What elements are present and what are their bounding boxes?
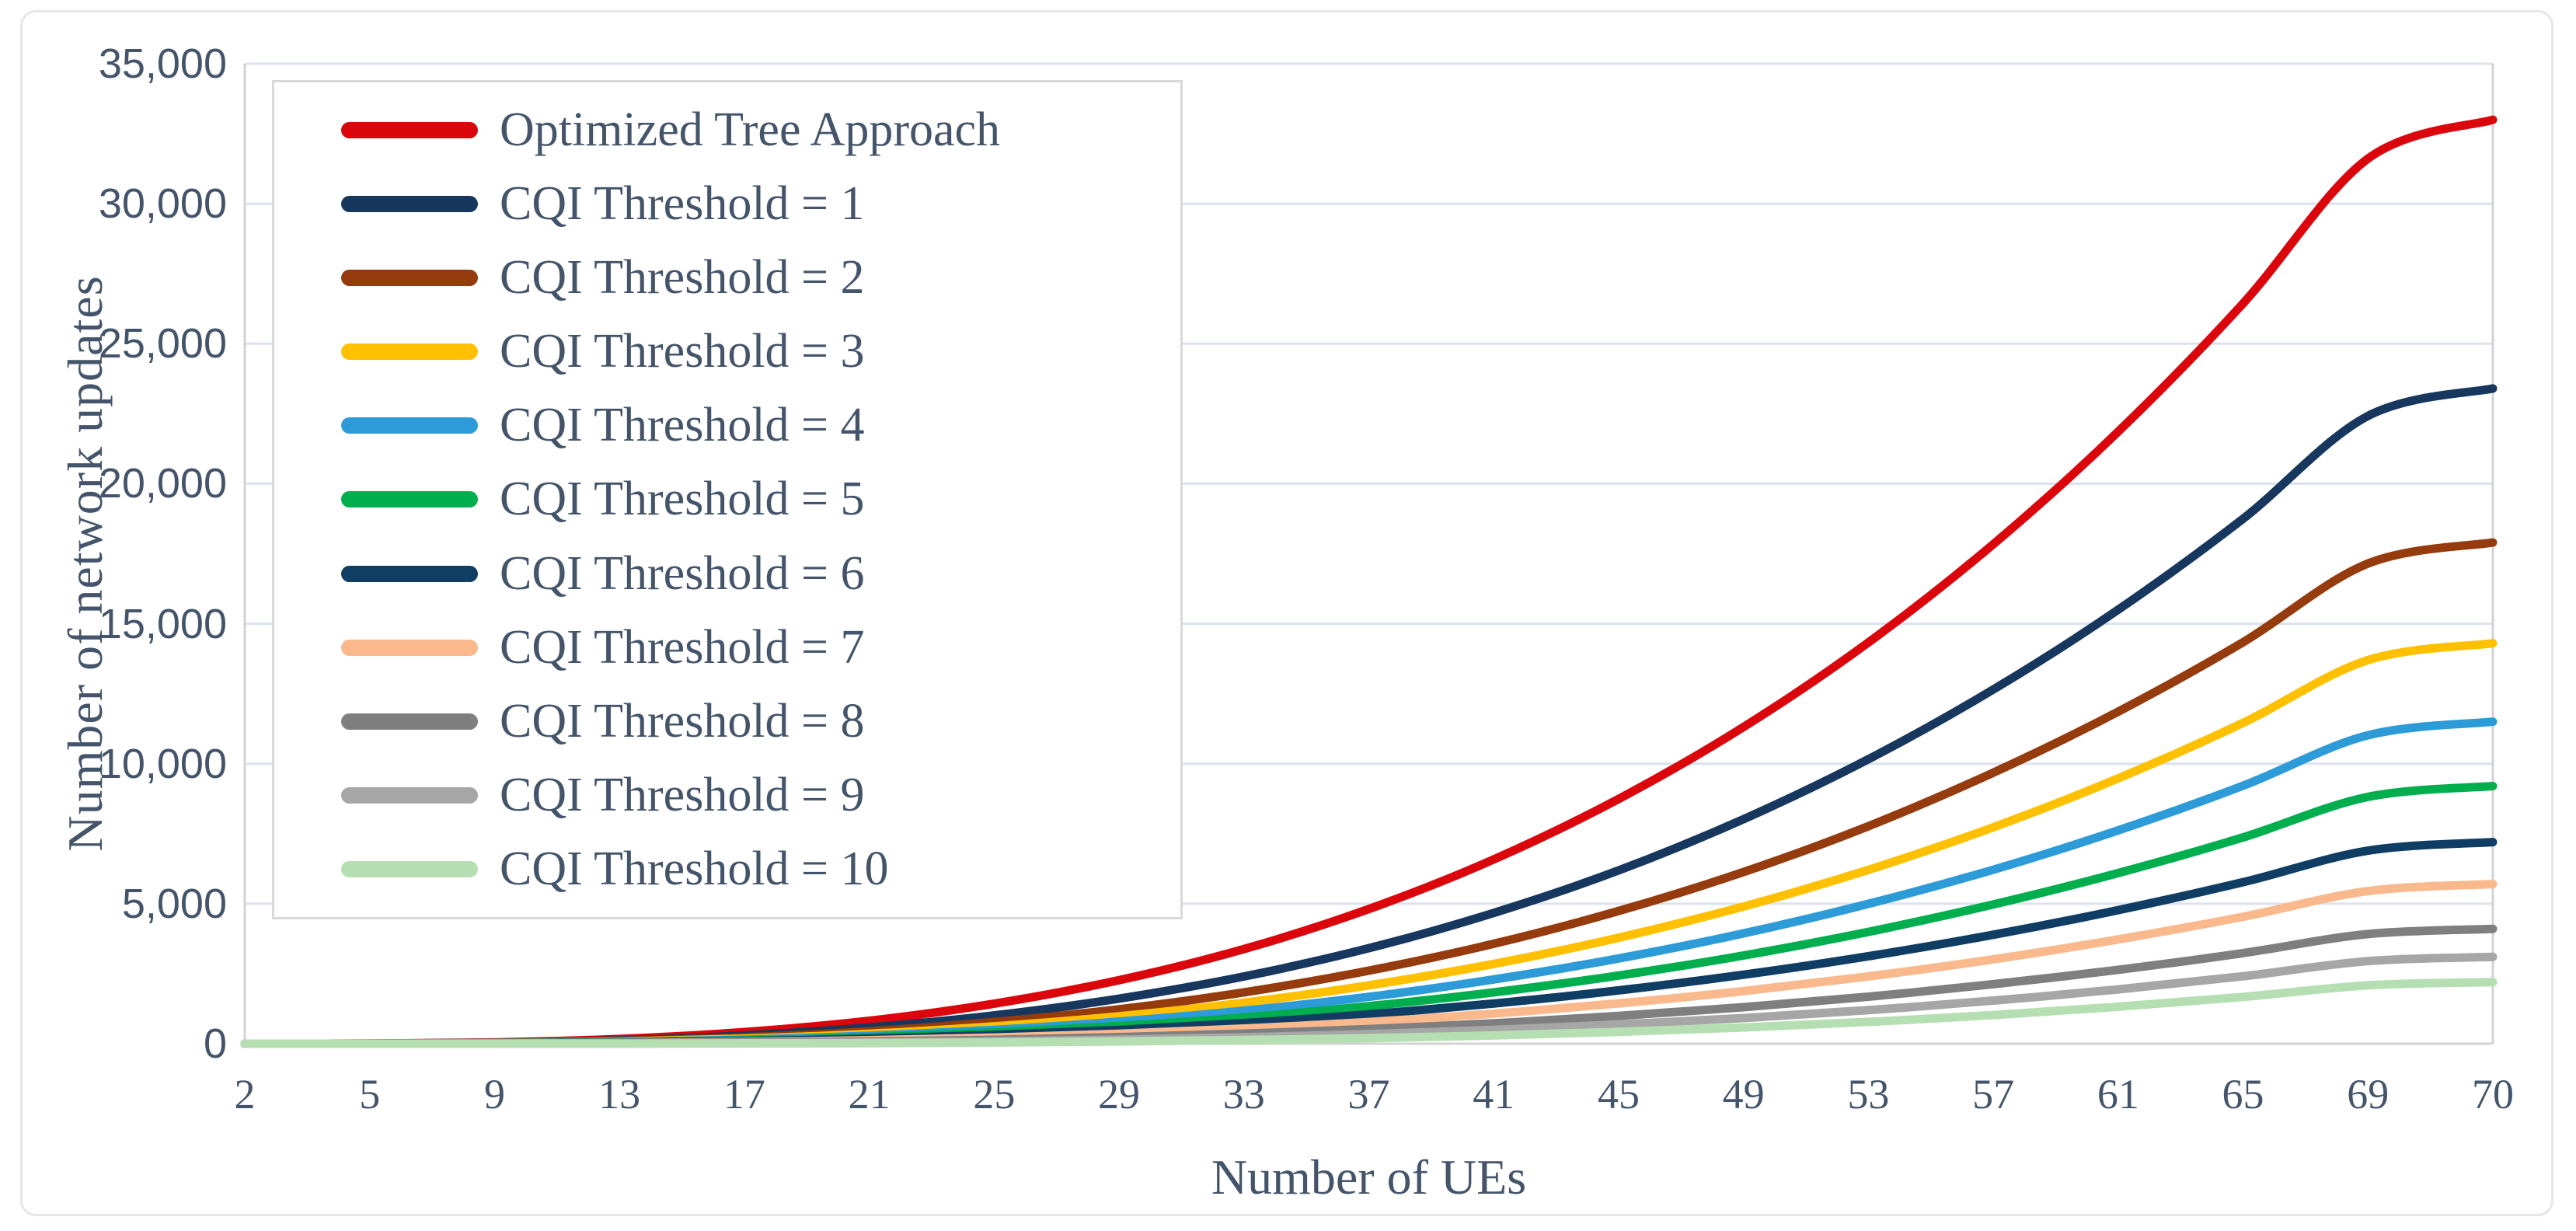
y-tick-label: 15,000 — [98, 600, 227, 647]
x-tick-label: 9 — [483, 1071, 505, 1118]
legend: Optimized Tree Approach CQI Threshold = … — [272, 80, 1183, 919]
y-tick-label: 35,000 — [98, 40, 227, 87]
x-tick-label: 25 — [973, 1071, 1016, 1118]
legend-line-swatch — [341, 713, 478, 730]
legend-item: CQI Threshold = 10 — [341, 842, 1180, 897]
legend-item: CQI Threshold = 6 — [341, 546, 1180, 602]
x-tick-label: 33 — [1222, 1071, 1265, 1118]
x-tick-label: 45 — [1597, 1071, 1640, 1118]
figure-border — [20, 10, 2553, 1216]
x-tick-label: 13 — [598, 1071, 641, 1118]
x-tick-label: 5 — [359, 1071, 381, 1118]
x-tick-label: 53 — [1847, 1071, 1890, 1118]
x-axis-title: Number of UEs — [1211, 1149, 1527, 1205]
x-tick-label: 70 — [2472, 1071, 2514, 1118]
x-tick-label: 57 — [1972, 1071, 2015, 1118]
y-tick-label: 30,000 — [98, 180, 227, 228]
legend-item: CQI Threshold = 2 — [341, 250, 1180, 305]
x-tick-label: 21 — [848, 1071, 891, 1118]
legend-item: CQI Threshold = 3 — [341, 324, 1180, 379]
x-tick-label: 29 — [1098, 1071, 1141, 1118]
y-tick-label: 5,000 — [121, 880, 227, 927]
y-axis-title: Number of network updates — [58, 275, 113, 852]
legend-line-swatch — [341, 565, 478, 582]
x-tick-label: 69 — [2347, 1071, 2390, 1118]
x-tick-label: 41 — [1473, 1071, 1515, 1118]
legend-item: CQI Threshold = 1 — [341, 176, 1180, 232]
legend-item: Optimized Tree Approach — [341, 103, 1180, 158]
x-tick-label: 37 — [1347, 1071, 1390, 1118]
y-tick-label: 0 — [203, 1020, 227, 1067]
x-tick-label: 2 — [234, 1071, 256, 1118]
legend-line-swatch — [341, 860, 478, 877]
legend-item-label: CQI Threshold = 4 — [500, 399, 865, 452]
legend-item-label: Optimized Tree Approach — [500, 103, 1001, 157]
legend-item: CQI Threshold = 8 — [341, 694, 1180, 749]
legend-item-label: CQI Threshold = 10 — [500, 842, 889, 895]
y-tick-label: 10,000 — [98, 740, 227, 787]
legend-item-label: CQI Threshold = 8 — [500, 694, 865, 748]
legend-item: CQI Threshold = 4 — [341, 398, 1180, 453]
legend-item: CQI Threshold = 9 — [341, 768, 1180, 823]
x-tick-label: 65 — [2222, 1071, 2264, 1118]
x-tick-label: 17 — [723, 1071, 765, 1118]
legend-line-swatch — [341, 491, 478, 508]
legend-line-swatch — [341, 122, 478, 139]
legend-line-swatch — [341, 639, 478, 656]
x-tick-label: 61 — [2097, 1071, 2139, 1118]
legend-line-swatch — [341, 270, 478, 287]
legend-item-label: CQI Threshold = 1 — [500, 177, 865, 231]
legend-item-label: CQI Threshold = 7 — [500, 620, 865, 674]
legend-item-label: CQI Threshold = 3 — [500, 325, 865, 378]
y-tick-label: 20,000 — [98, 460, 227, 507]
legend-item-label: CQI Threshold = 2 — [500, 251, 865, 305]
legend-item-label: CQI Threshold = 5 — [500, 473, 865, 526]
legend-line-swatch — [341, 196, 478, 213]
legend-item: CQI Threshold = 7 — [341, 620, 1180, 675]
legend-line-swatch — [341, 417, 478, 434]
x-tick-label: 49 — [1722, 1071, 1765, 1118]
legend-line-swatch — [341, 786, 478, 804]
legend-line-swatch — [341, 343, 478, 361]
series-line-10 — [240, 978, 2498, 1048]
legend-item-label: CQI Threshold = 9 — [500, 768, 865, 821]
legend-item: CQI Threshold = 5 — [341, 472, 1180, 527]
y-tick-label: 25,000 — [98, 320, 227, 368]
legend-item-label: CQI Threshold = 6 — [500, 546, 865, 600]
